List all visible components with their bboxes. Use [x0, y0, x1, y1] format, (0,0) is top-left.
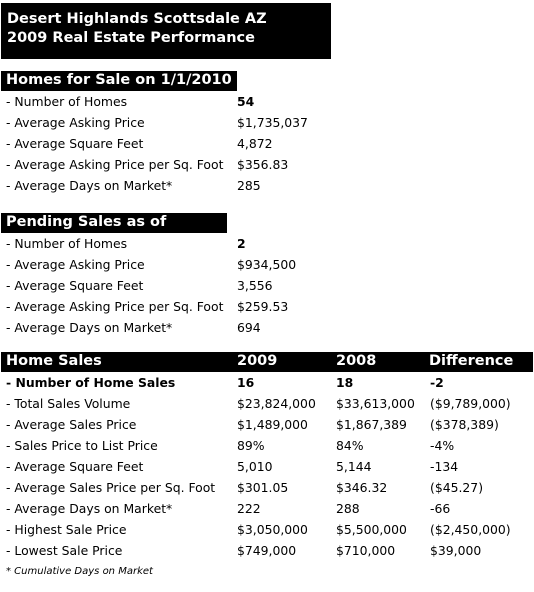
footnote: * Cumulative Days on Market — [6, 566, 153, 577]
home-sales-2008: $5,500,000 — [336, 522, 407, 537]
for-sale-label: - Number of Homes — [6, 94, 128, 109]
home-sales-difference: -4% — [430, 438, 455, 453]
home-sales-difference: ($378,389) — [430, 417, 499, 432]
home-sales-difference: $39,000 — [430, 543, 482, 558]
for-sale-value: $1,735,037 — [237, 115, 308, 130]
column-2008: 2008 — [336, 353, 377, 369]
home-sales-2009: 16 — [237, 375, 255, 390]
title-line-1: Desert Highlands Scottsdale AZ — [7, 11, 267, 27]
home-sales-label: - Number of Home Sales — [6, 375, 176, 390]
pending-value: $259.53 — [237, 299, 289, 314]
pending-label: - Average Days on Market* — [6, 320, 173, 335]
home-sales-2008: $33,613,000 — [336, 396, 415, 411]
home-sales-2009: $749,000 — [237, 543, 297, 558]
for-sale-label: - Average Asking Price — [6, 115, 145, 130]
pending-label: - Number of Homes — [6, 236, 128, 251]
home-sales-header: Home Sales 2009 2008 Difference — [1, 352, 533, 372]
home-sales-label: - Total Sales Volume — [6, 396, 131, 411]
home-sales-2009: $301.05 — [237, 480, 289, 495]
home-sales-2008: $710,000 — [336, 543, 396, 558]
home-sales-2009: 89% — [237, 438, 265, 453]
pending-value: 3,556 — [237, 278, 273, 293]
home-sales-label: - Sales Price to List Price — [6, 438, 158, 453]
for-sale-value: 285 — [237, 178, 261, 193]
home-sales-difference: ($45.27) — [430, 480, 484, 495]
column-difference: Difference — [429, 353, 514, 369]
home-sales-difference: -2 — [430, 375, 444, 390]
home-sales-label: - Average Square Feet — [6, 459, 144, 474]
home-sales-label: - Highest Sale Price — [6, 522, 127, 537]
home-sales-2009: $1,489,000 — [237, 417, 308, 432]
pending-label: - Average Asking Price — [6, 257, 145, 272]
home-sales-label: - Average Days on Market* — [6, 501, 173, 516]
home-sales-2008: $346.32 — [336, 480, 388, 495]
for-sale-value: 4,872 — [237, 136, 273, 151]
home-sales-label: - Lowest Sale Price — [6, 543, 123, 558]
pending-value: $934,500 — [237, 257, 297, 272]
home-sales-2009: $3,050,000 — [237, 522, 308, 537]
home-sales-heading: Home Sales — [6, 353, 102, 369]
home-sales-label: - Average Sales Price per Sq. Foot — [6, 480, 216, 495]
title-line-2: 2009 Real Estate Performance — [7, 30, 255, 46]
home-sales-2009: $23,824,000 — [237, 396, 316, 411]
pending-value: 2 — [237, 236, 246, 251]
home-sales-difference: ($2,450,000) — [430, 522, 511, 537]
for-sale-label: - Average Days on Market* — [6, 178, 173, 193]
column-2009: 2009 — [237, 353, 278, 369]
for-sale-label: - Average Square Feet — [6, 136, 144, 151]
for-sale-value: 54 — [237, 94, 255, 109]
home-sales-2009: 222 — [237, 501, 261, 516]
home-sales-2008: 5,144 — [336, 459, 372, 474]
for-sale-heading: Homes for Sale on 1/1/2010 — [1, 71, 237, 91]
report-title: Desert Highlands Scottsdale AZ 2009 Real… — [1, 3, 331, 59]
pending-heading: Pending Sales as of 1/1/2010 — [1, 213, 227, 249]
home-sales-label: - Average Sales Price — [6, 417, 137, 432]
home-sales-2008: 18 — [336, 375, 354, 390]
pending-value: 694 — [237, 320, 261, 335]
home-sales-2008: $1,867,389 — [336, 417, 407, 432]
home-sales-difference: -134 — [430, 459, 459, 474]
pending-label: - Average Asking Price per Sq. Foot — [6, 299, 224, 314]
home-sales-difference: -66 — [430, 501, 451, 516]
home-sales-2008: 288 — [336, 501, 360, 516]
home-sales-difference: ($9,789,000) — [430, 396, 511, 411]
pending-label: - Average Square Feet — [6, 278, 144, 293]
for-sale-value: $356.83 — [237, 157, 289, 172]
home-sales-2009: 5,010 — [237, 459, 273, 474]
for-sale-label: - Average Asking Price per Sq. Foot — [6, 157, 224, 172]
home-sales-2008: 84% — [336, 438, 364, 453]
